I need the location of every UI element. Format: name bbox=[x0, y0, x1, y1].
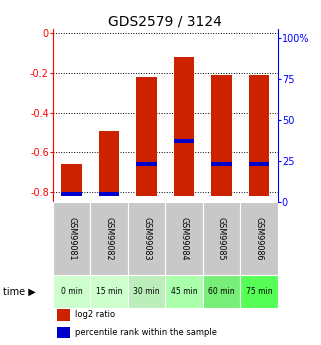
Bar bbox=[136, 162, 157, 166]
Text: 15 min: 15 min bbox=[96, 287, 122, 296]
Bar bbox=[249, 162, 269, 166]
Text: percentile rank within the sample: percentile rank within the sample bbox=[75, 328, 217, 337]
Text: GSM99086: GSM99086 bbox=[255, 217, 264, 260]
Bar bbox=[203, 275, 240, 308]
Bar bbox=[53, 275, 91, 308]
Text: GSM99082: GSM99082 bbox=[105, 217, 114, 260]
Text: 75 min: 75 min bbox=[246, 287, 272, 296]
Text: log2 ratio: log2 ratio bbox=[75, 310, 116, 319]
Bar bbox=[61, 164, 82, 196]
Bar bbox=[249, 75, 269, 196]
Bar bbox=[203, 202, 240, 275]
Title: GDS2579 / 3124: GDS2579 / 3124 bbox=[108, 14, 222, 28]
Bar bbox=[165, 202, 203, 275]
Bar bbox=[136, 77, 157, 196]
Text: GSM99081: GSM99081 bbox=[67, 217, 76, 260]
Bar bbox=[53, 202, 91, 275]
Bar bbox=[174, 139, 194, 144]
Text: time ▶: time ▶ bbox=[3, 287, 36, 297]
Bar bbox=[128, 202, 165, 275]
Bar bbox=[91, 275, 128, 308]
Text: 60 min: 60 min bbox=[208, 287, 235, 296]
Bar bbox=[91, 202, 128, 275]
Bar bbox=[99, 130, 119, 196]
Bar bbox=[57, 327, 70, 338]
Bar bbox=[128, 275, 165, 308]
Bar bbox=[211, 162, 232, 166]
Bar bbox=[240, 202, 278, 275]
Bar bbox=[99, 191, 119, 196]
Text: GSM99084: GSM99084 bbox=[179, 217, 188, 260]
Text: GSM99085: GSM99085 bbox=[217, 217, 226, 260]
Bar bbox=[57, 309, 70, 321]
Bar bbox=[211, 75, 232, 196]
Text: GSM99083: GSM99083 bbox=[142, 217, 151, 260]
Bar bbox=[240, 275, 278, 308]
Bar bbox=[174, 57, 194, 196]
Text: 0 min: 0 min bbox=[61, 287, 82, 296]
Bar bbox=[165, 275, 203, 308]
Text: 45 min: 45 min bbox=[171, 287, 197, 296]
Text: 30 min: 30 min bbox=[133, 287, 160, 296]
Bar bbox=[61, 191, 82, 196]
